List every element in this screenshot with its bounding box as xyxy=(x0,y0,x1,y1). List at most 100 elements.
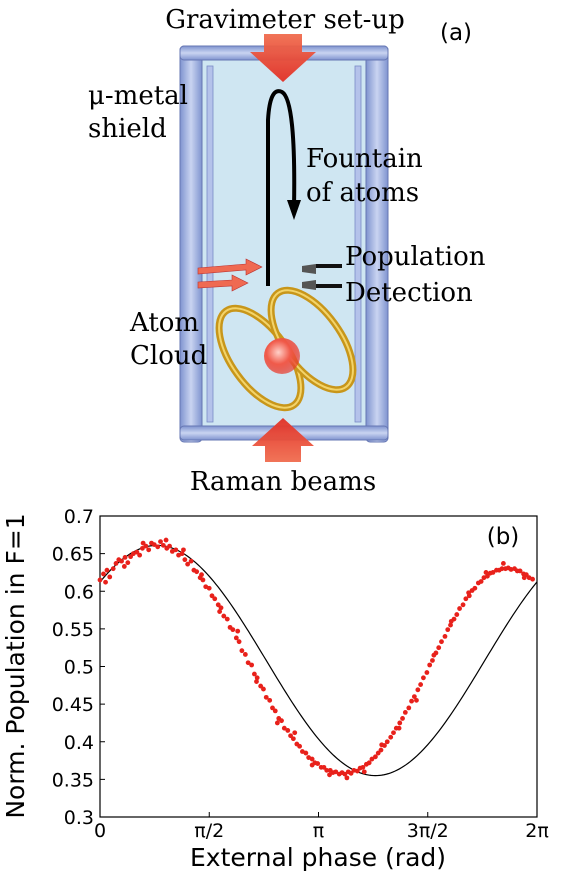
data-point xyxy=(309,762,315,768)
data-point xyxy=(97,577,103,583)
data-point xyxy=(354,768,360,774)
y-axis: 0.3 0.35 0.4 0.45 0.5 0.55 0.6 0.65 0.7 xyxy=(52,506,105,829)
data-point xyxy=(263,694,269,700)
data-point xyxy=(215,602,221,608)
data-point xyxy=(361,769,367,775)
data-point xyxy=(517,568,523,574)
data-point xyxy=(483,570,489,575)
fit-curve xyxy=(99,544,538,777)
data-point xyxy=(146,547,152,553)
data-point xyxy=(500,561,506,566)
data-point xyxy=(224,616,230,622)
data-point xyxy=(288,733,293,739)
data-point xyxy=(199,572,204,578)
panel-a-schematic: Gravimeter set-up (a) μ-metal shield Fou… xyxy=(88,5,486,497)
data-point xyxy=(143,543,149,549)
data-point xyxy=(258,683,264,689)
data-point xyxy=(427,662,433,668)
data-point xyxy=(297,743,303,749)
data-point xyxy=(378,747,384,753)
data-point xyxy=(179,551,185,557)
data-point xyxy=(217,609,223,614)
data-point xyxy=(261,686,266,692)
data-point xyxy=(218,605,224,611)
inner-frame-right xyxy=(354,65,362,423)
data-point xyxy=(235,628,241,634)
data-point xyxy=(379,742,385,748)
data-point xyxy=(119,558,124,564)
data-point xyxy=(485,573,490,579)
data-point xyxy=(409,698,414,704)
data-point xyxy=(272,708,278,714)
data-point xyxy=(121,564,127,569)
data-point xyxy=(292,730,298,736)
data-point xyxy=(366,760,372,766)
raman-beams-label: Raman beams xyxy=(190,467,376,497)
data-point xyxy=(421,675,426,681)
data-point xyxy=(388,734,394,740)
plot-frame xyxy=(99,515,538,818)
data-point xyxy=(445,627,451,633)
data-point xyxy=(369,756,375,762)
data-point xyxy=(230,627,236,633)
data-point xyxy=(321,764,327,770)
x-tick-label: 2π xyxy=(525,820,549,842)
data-point xyxy=(439,639,444,645)
data-point xyxy=(125,560,131,566)
data-point xyxy=(478,579,484,584)
data-point xyxy=(396,725,402,731)
fountain-trajectory xyxy=(266,89,297,286)
data-point xyxy=(185,561,191,567)
data-point xyxy=(290,736,296,742)
data-point xyxy=(206,585,212,591)
y-tick-label: 0.65 xyxy=(52,544,94,566)
y-tick-label: 0.7 xyxy=(64,506,94,528)
raman-beam-top xyxy=(250,34,316,82)
data-point xyxy=(448,622,453,628)
data-point xyxy=(303,750,309,756)
data-point xyxy=(348,770,354,776)
data-point xyxy=(173,547,179,553)
data-point xyxy=(400,716,405,721)
x-tick-label: π/2 xyxy=(194,820,224,842)
data-points xyxy=(97,537,535,781)
data-point xyxy=(442,634,448,639)
inner-frame-left xyxy=(206,65,214,423)
data-point xyxy=(122,554,128,560)
data-point xyxy=(285,728,291,733)
data-point xyxy=(375,750,381,756)
atom-cloud xyxy=(264,338,300,374)
data-point xyxy=(281,725,287,731)
data-point xyxy=(233,635,239,641)
data-point xyxy=(324,767,330,773)
data-point xyxy=(448,618,454,624)
launch-arrows xyxy=(197,258,263,292)
data-point xyxy=(414,697,419,703)
data-point xyxy=(530,576,535,582)
panel-b-tag: (b) xyxy=(487,524,520,550)
data-point xyxy=(167,543,172,549)
data-point xyxy=(101,571,106,577)
data-point xyxy=(252,671,257,677)
data-point xyxy=(134,549,140,555)
data-point xyxy=(460,602,466,608)
panel-b-chart: 0 π/2 π 3π/2 2π 0.3 0.35 0.4 0.45 0.5 0.55 0.6 0.65… xyxy=(1,506,549,872)
data-point xyxy=(110,566,116,572)
data-point xyxy=(140,545,145,551)
data-point xyxy=(137,552,143,558)
data-point xyxy=(103,579,108,585)
data-point xyxy=(431,652,437,658)
data-point xyxy=(163,537,169,543)
data-point xyxy=(466,590,472,596)
x-tick-label: 3π/2 xyxy=(407,820,449,842)
data-point xyxy=(454,612,460,617)
data-point xyxy=(182,557,188,563)
data-point xyxy=(472,585,478,591)
data-point xyxy=(490,570,496,575)
cloud-label: Atom Cloud xyxy=(129,308,207,371)
data-point xyxy=(158,539,163,544)
y-tick-label: 0.35 xyxy=(52,769,94,791)
shield-label: μ-metal shield xyxy=(88,81,196,144)
data-point xyxy=(188,558,194,564)
